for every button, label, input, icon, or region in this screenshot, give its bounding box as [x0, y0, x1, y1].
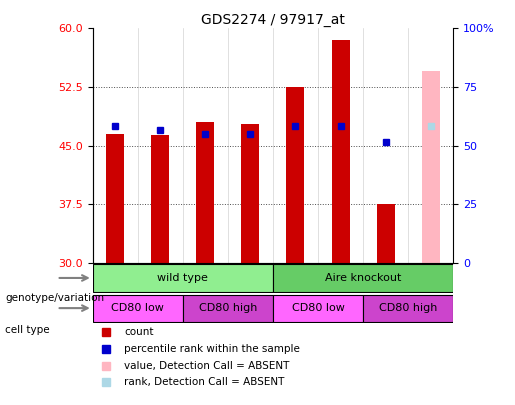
FancyBboxPatch shape — [273, 264, 453, 292]
Bar — [242, 124, 260, 263]
FancyBboxPatch shape — [183, 294, 273, 322]
Text: count: count — [124, 327, 154, 337]
Bar — [106, 134, 124, 263]
FancyBboxPatch shape — [273, 294, 363, 322]
Bar — [422, 71, 440, 263]
Bar — [332, 40, 350, 263]
Text: CD80 high: CD80 high — [379, 303, 437, 313]
FancyBboxPatch shape — [93, 294, 183, 322]
Bar — [376, 204, 394, 263]
Text: Aire knockout: Aire knockout — [325, 273, 401, 283]
Text: wild type: wild type — [158, 273, 208, 283]
Text: value, Detection Call = ABSENT: value, Detection Call = ABSENT — [124, 360, 289, 371]
Bar — [196, 122, 214, 263]
Text: genotype/variation: genotype/variation — [5, 293, 104, 303]
Text: CD80 low: CD80 low — [291, 303, 345, 313]
Text: rank, Detection Call = ABSENT: rank, Detection Call = ABSENT — [124, 377, 285, 387]
Title: GDS2274 / 97917_at: GDS2274 / 97917_at — [201, 13, 345, 27]
Text: percentile rank within the sample: percentile rank within the sample — [124, 344, 300, 354]
Text: CD80 low: CD80 low — [111, 303, 164, 313]
FancyBboxPatch shape — [363, 294, 453, 322]
FancyBboxPatch shape — [93, 264, 273, 292]
Bar — [286, 87, 304, 263]
Text: cell type: cell type — [5, 325, 50, 335]
Bar — [151, 135, 169, 263]
Text: CD80 high: CD80 high — [199, 303, 257, 313]
